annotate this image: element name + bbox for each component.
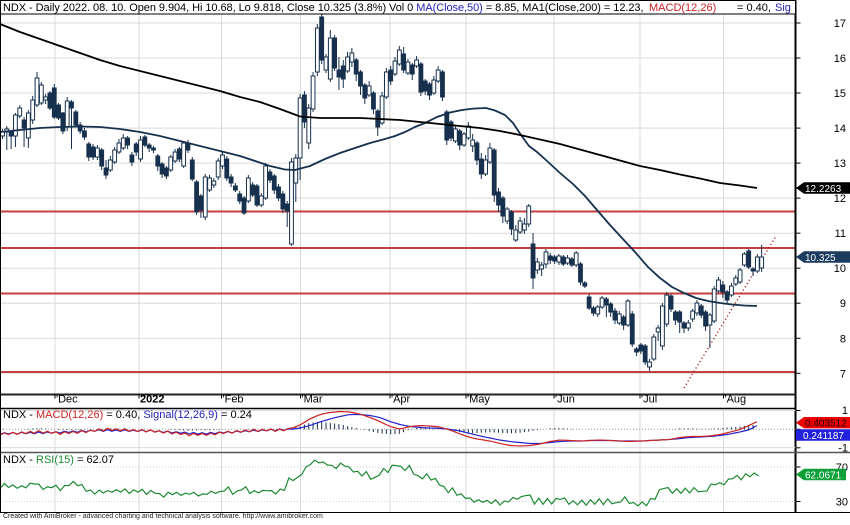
- svg-text:'Dec: 'Dec: [56, 394, 78, 406]
- svg-text:'Aug: 'Aug: [725, 394, 747, 406]
- svg-text:8: 8: [840, 333, 846, 345]
- svg-text:10: 10: [834, 263, 846, 275]
- svg-text:10.325: 10.325: [805, 253, 836, 264]
- svg-text:11: 11: [835, 228, 846, 240]
- svg-text:Sig: Sig: [775, 2, 791, 14]
- svg-text:12.2263: 12.2263: [805, 184, 842, 195]
- svg-text:2022: 2022: [140, 394, 164, 406]
- svg-text:9: 9: [840, 298, 846, 310]
- svg-text:0.241187: 0.241187: [803, 431, 844, 442]
- svg-text:MACD(12,26): MACD(12,26): [649, 2, 716, 14]
- svg-text:'Mar: 'Mar: [302, 394, 323, 406]
- svg-text:'Apr: 'Apr: [391, 394, 411, 406]
- svg-text:17: 17: [834, 18, 846, 30]
- svg-text:30: 30: [836, 497, 848, 509]
- svg-text:Created with AmiBroker - advan: Created with AmiBroker - advanced charti…: [3, 513, 323, 520]
- svg-text:'Feb: 'Feb: [223, 394, 244, 406]
- svg-text:NDX - Daily 2022. 08. 10. Open: NDX - Daily 2022. 08. 10. Open 9.904, Hi…: [3, 2, 643, 14]
- svg-text:NDX - RSI(15) = 62.07: NDX - RSI(15) = 62.07: [3, 454, 114, 466]
- svg-text:NDX - MACD(12,26) = 0.40, Sign: NDX - MACD(12,26) = 0.40, Signal(12,26,9…: [3, 409, 252, 421]
- svg-text:'May: 'May: [467, 394, 490, 406]
- svg-text:62.0671: 62.0671: [805, 470, 842, 481]
- svg-text:'Jun: 'Jun: [555, 394, 575, 406]
- svg-text:0.403512: 0.403512: [805, 419, 847, 430]
- svg-text:7: 7: [840, 368, 846, 380]
- svg-text:14: 14: [834, 123, 846, 135]
- svg-text:12: 12: [834, 193, 846, 205]
- svg-text:1: 1: [842, 405, 848, 417]
- svg-text:-1: -1: [838, 443, 848, 455]
- svg-text:16: 16: [834, 53, 846, 65]
- svg-text:'Jul: 'Jul: [641, 394, 657, 406]
- svg-text:13: 13: [834, 158, 846, 170]
- svg-text:15: 15: [834, 88, 846, 100]
- svg-text:= 0.40,: = 0.40,: [737, 2, 771, 14]
